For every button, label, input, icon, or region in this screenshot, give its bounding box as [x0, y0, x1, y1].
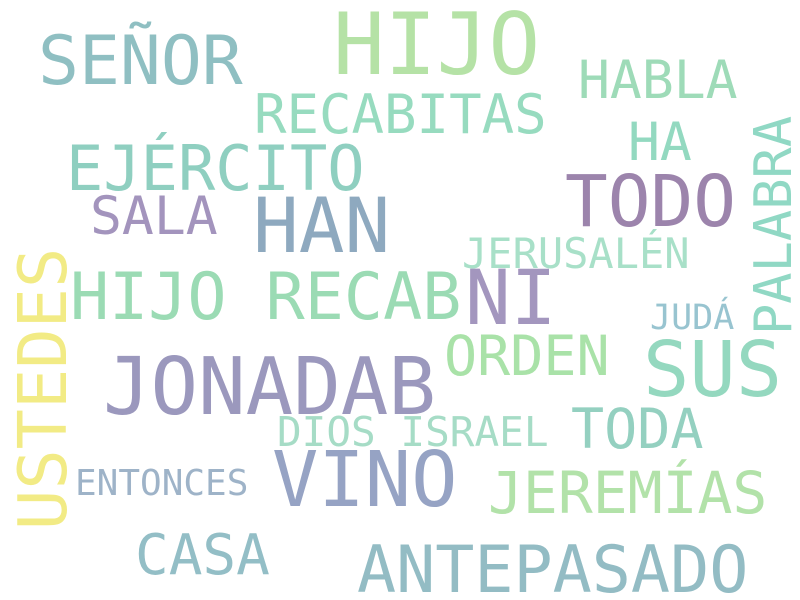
word-orden: ORDEN [444, 324, 610, 388]
word-juda: JUDÁ [650, 298, 735, 338]
word-antepasado: ANTEPASADO [357, 533, 749, 600]
word-jerusalen: JERUSALÉN [462, 229, 690, 278]
word-palabra: PALABRA [744, 115, 800, 335]
word-hijo: HIJO [333, 0, 541, 95]
word-senor: SEÑOR [38, 22, 243, 101]
word-entonces: ENTONCES [75, 463, 249, 504]
word-ejercito: EJÉRCITO [66, 132, 365, 205]
word-todo: TODO [565, 160, 736, 243]
word-dios-israel: DIOS ISRAEL [277, 408, 549, 456]
word-recabitas: RECABITAS [254, 83, 547, 146]
word-vino: VINO [272, 436, 458, 525]
word-jeremias: JEREMÍAS [488, 459, 768, 527]
word-ustedes: USTEDES [4, 247, 82, 530]
word-han: HAN [253, 181, 391, 270]
word-casa: CASA [135, 523, 270, 588]
word-jonadab: JONADAB [103, 341, 436, 433]
word-habla: HABLA [578, 50, 738, 111]
word-sala: SALA [90, 186, 218, 247]
word-toda: TODA [571, 397, 704, 461]
word-hijo-recab: HIJO RECAB [70, 260, 462, 335]
word-ni: NI [465, 253, 557, 342]
word-ha: HA [628, 112, 692, 173]
word-sus: SUS [643, 326, 783, 415]
